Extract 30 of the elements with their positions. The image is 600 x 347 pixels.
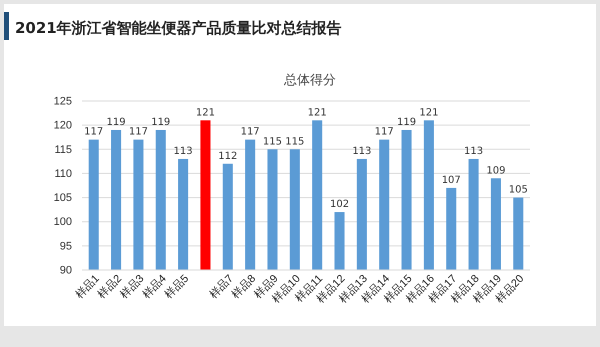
data-label: 119 xyxy=(151,116,170,128)
data-label: 115 xyxy=(285,136,304,148)
y-tick-label: 120 xyxy=(54,120,72,132)
y-tick-label: 110 xyxy=(54,168,72,180)
data-label: 115 xyxy=(262,136,282,148)
data-label: 113 xyxy=(174,146,193,157)
data-label: 121 xyxy=(419,107,438,118)
y-tick-label: 100 xyxy=(54,216,72,228)
data-label: 102 xyxy=(330,199,350,210)
data-label: 109 xyxy=(486,165,506,176)
data-label: 117 xyxy=(84,126,104,138)
y-tick-label: 115 xyxy=(54,144,72,156)
y-tick-label: 95 xyxy=(60,240,72,252)
data-label: 119 xyxy=(397,116,416,128)
y-tick-label: 90 xyxy=(60,264,72,277)
data-label: 117 xyxy=(128,126,148,138)
data-label: 112 xyxy=(218,150,238,162)
chart-subtitle: 总体得分 xyxy=(283,73,336,88)
data-label: 121 xyxy=(308,107,327,118)
y-tick-label: 125 xyxy=(54,96,72,108)
data-label: 107 xyxy=(442,174,461,186)
y-tick-label: 105 xyxy=(54,192,72,204)
data-label: 105 xyxy=(508,184,528,196)
data-label: 121 xyxy=(196,107,215,118)
data-label: 113 xyxy=(352,146,372,157)
data-label: 117 xyxy=(374,126,394,138)
chart-title: 2021年浙江省智能坐便器产品质量比对总结报告 xyxy=(15,19,342,37)
data-label: 119 xyxy=(106,116,126,128)
data-label: 117 xyxy=(240,126,260,138)
data-label: 113 xyxy=(464,146,484,157)
